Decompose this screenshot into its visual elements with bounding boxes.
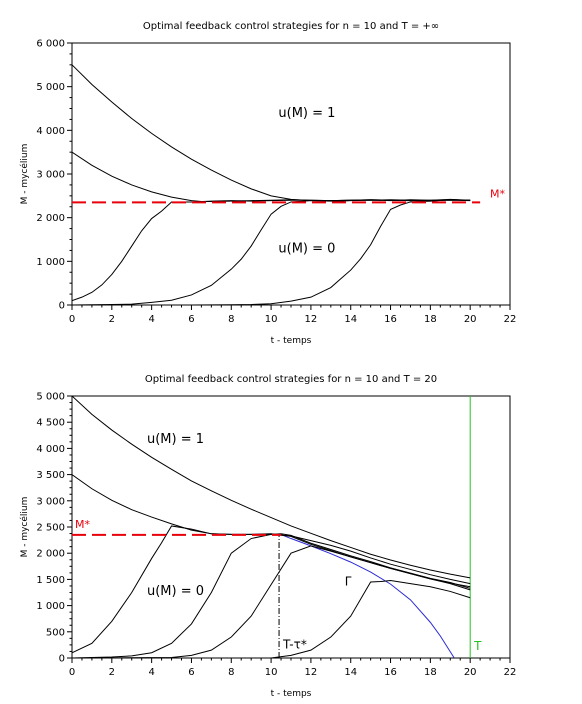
chart2-trajectory-4 <box>72 533 471 658</box>
chart2-xtick-label: 12 <box>305 667 318 678</box>
chart1-xlabel: t - temps <box>271 336 312 346</box>
chart2-ytick-label: 3 500 <box>36 470 65 481</box>
chart1-trajectory-5 <box>72 199 471 305</box>
chart2-ytick-label: 5 000 <box>36 392 65 403</box>
chart1-annotation-2: u(M) = 0 <box>278 242 335 257</box>
chart2-xtick-label: 8 <box>228 667 234 678</box>
chart2: Optimal feedback control strategies for … <box>19 374 516 699</box>
chart1-ylabel: M - mycélium <box>19 144 30 205</box>
chart2-annotation-2: u(M) = 0 <box>147 584 204 599</box>
chart2-ytick-label: 1 000 <box>36 601 65 612</box>
chart2-ytick-label: 4 000 <box>36 444 65 455</box>
chart2-xtick-label: 6 <box>188 667 194 678</box>
chart2-xtick-label: 2 <box>109 667 115 678</box>
chart1-xtick-label: 12 <box>305 314 318 325</box>
chart2-plot-frame <box>71 395 511 659</box>
chart1-xtick-label: 4 <box>148 314 154 325</box>
chart1-ytick-label: 1 000 <box>36 257 65 268</box>
chart1-ytick-label: 4 000 <box>36 126 65 137</box>
chart1-xtick-label: 6 <box>188 314 194 325</box>
chart1-ytick-label: 0 <box>59 301 65 312</box>
chart2-reference-label: M* <box>75 518 90 531</box>
chart1: Optimal feedback control strategies for … <box>19 21 516 346</box>
chart2-ytick-label: 0 <box>59 654 65 665</box>
chart1-xtick-label: 16 <box>384 314 397 325</box>
chart2-ytick-label: 2 000 <box>36 549 65 560</box>
chart1-trajectory-2 <box>72 151 471 203</box>
chart2-ytick-label: 3 000 <box>36 496 65 507</box>
chart1-ytick-label: 2 000 <box>36 213 65 224</box>
chart1-xtick-label: 2 <box>109 314 115 325</box>
chart2-ytick-label: 1 500 <box>36 575 65 586</box>
chart2-t-star-label: T-τ* <box>282 638 307 652</box>
chart2-ytick-label: 500 <box>46 627 65 638</box>
chart2-title: Optimal feedback control strategies for … <box>145 374 437 385</box>
chart1-xtick-label: 20 <box>464 314 477 325</box>
chart2-trajectory-5 <box>72 545 471 658</box>
chart2-ylabel: M - mycélium <box>19 497 30 558</box>
chart2-xtick-label: 0 <box>69 667 75 678</box>
chart1-xtick-label: 14 <box>344 314 357 325</box>
chart2-trajectory-6 <box>72 579 471 658</box>
chart1-reference-label: M* <box>490 187 505 200</box>
chart1-plot-area <box>72 64 471 305</box>
chart2-xtick-label: 4 <box>148 667 154 678</box>
chart2-terminal-label: T <box>473 639 482 653</box>
chart1-xtick-label: 10 <box>265 314 278 325</box>
chart1-ytick-label: 6 000 <box>36 39 65 50</box>
chart1-xtick-label: 8 <box>228 314 234 325</box>
chart2-annotation-1: u(M) = 1 <box>147 432 204 447</box>
chart2-xtick-label: 14 <box>344 667 357 678</box>
chart2-xlabel: t - temps <box>271 689 312 699</box>
chart1-ytick-label: 3 000 <box>36 170 65 181</box>
chart1-xtick-label: 18 <box>424 314 437 325</box>
chart2-trajectory-3 <box>72 525 471 654</box>
chart2-xtick-label: 20 <box>464 667 477 678</box>
chart2-ytick-label: 4 500 <box>36 418 65 429</box>
chart1-plot-frame <box>71 42 511 306</box>
chart2-xtick-label: 18 <box>424 667 437 678</box>
chart1-trajectory-4 <box>72 199 471 305</box>
chart2-plot-area <box>72 395 471 658</box>
chart1-ytick-label: 5 000 <box>36 82 65 93</box>
chart1-xtick-label: 0 <box>69 314 75 325</box>
chart1-title: Optimal feedback control strategies for … <box>143 21 439 32</box>
chart2-gamma-label: Γ <box>345 575 352 589</box>
chart2-trajectory-2 <box>72 474 471 585</box>
chart2-xtick-label: 16 <box>384 667 397 678</box>
chart2-xtick-label: 22 <box>504 667 517 678</box>
chart1-trajectory-1 <box>72 64 471 202</box>
chart1-xtick-label: 22 <box>504 314 517 325</box>
chart2-ytick-label: 2 500 <box>36 523 65 534</box>
chart2-gamma-curve <box>278 533 455 658</box>
chart2-trajectory-1 <box>72 395 471 579</box>
chart1-annotation-1: u(M) = 1 <box>278 106 335 121</box>
chart2-xtick-label: 10 <box>265 667 278 678</box>
